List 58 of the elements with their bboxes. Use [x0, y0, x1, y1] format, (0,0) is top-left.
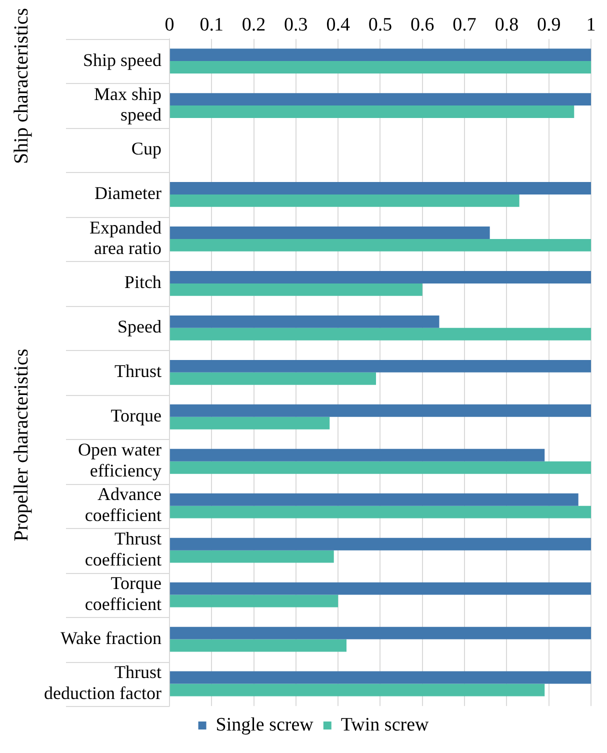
bar — [170, 48, 591, 62]
y-tick-label: Advance coefficient — [84, 484, 162, 525]
y-tick-label: Ship speed — [82, 50, 162, 70]
bar — [170, 328, 591, 340]
bar — [170, 684, 545, 696]
y-tick-label: Open water efficiency — [78, 440, 162, 480]
x-tick-label: 0.2 — [242, 14, 266, 36]
bar — [170, 538, 591, 550]
legend-label: Twin screw — [340, 714, 430, 736]
bar — [170, 594, 338, 608]
y-tick-label: Max ship speed — [94, 84, 162, 125]
bar — [170, 106, 574, 118]
y-tick-label: Expanded area ratio — [89, 217, 162, 258]
bar — [170, 182, 591, 194]
y-tick-label: Thrust deduction factor — [44, 662, 162, 703]
bar — [170, 226, 490, 239]
y-tick-label: Diameter — [94, 183, 162, 204]
x-tick-label: 0.4 — [326, 14, 350, 36]
x-tick-label: 1 — [586, 14, 596, 36]
y-tick-label: Pitch — [124, 272, 162, 292]
x-tick-label: 0.1 — [200, 14, 224, 36]
x-tick-label: 0.7 — [452, 14, 476, 36]
bar — [170, 194, 520, 207]
text: Ship characteristics — [10, 8, 32, 164]
bar — [170, 493, 578, 506]
bar — [170, 550, 334, 563]
bar — [170, 448, 545, 462]
x-tick-label: 0 — [164, 14, 174, 36]
bar — [170, 238, 591, 252]
legend-label: Single screw — [216, 714, 314, 736]
x-tick-label: 0.6 — [410, 14, 434, 36]
x-tick-label: 0.9 — [536, 14, 561, 36]
y-tick-label: Wake fraction — [60, 628, 162, 648]
bar — [170, 639, 346, 652]
x-tick-label: 0.5 — [368, 14, 392, 36]
y-tick-label: Speed — [117, 316, 162, 337]
bar — [170, 671, 591, 684]
bar — [170, 416, 330, 430]
x-tick-label: 0.3 — [284, 14, 308, 36]
bar — [170, 461, 591, 474]
y-tick-label: Thrust — [114, 361, 162, 382]
y-tick-label: Cup — [131, 138, 162, 159]
bar — [170, 404, 591, 417]
bar — [170, 93, 591, 106]
x-tick-label: 0.8 — [494, 14, 519, 36]
bar — [170, 360, 591, 372]
bar — [170, 626, 591, 640]
bar — [170, 283, 422, 296]
text: Propeller characteristics — [10, 348, 32, 542]
y-tick-label: Torque — [110, 406, 162, 426]
bar — [170, 61, 591, 74]
y-tick-label: Torque coefficient — [84, 573, 162, 614]
y-tick-label: Thrust coefficient — [84, 528, 162, 570]
bar — [170, 270, 591, 284]
bar — [170, 315, 440, 328]
bar — [170, 582, 591, 595]
bar — [170, 372, 376, 385]
bar — [170, 506, 591, 518]
